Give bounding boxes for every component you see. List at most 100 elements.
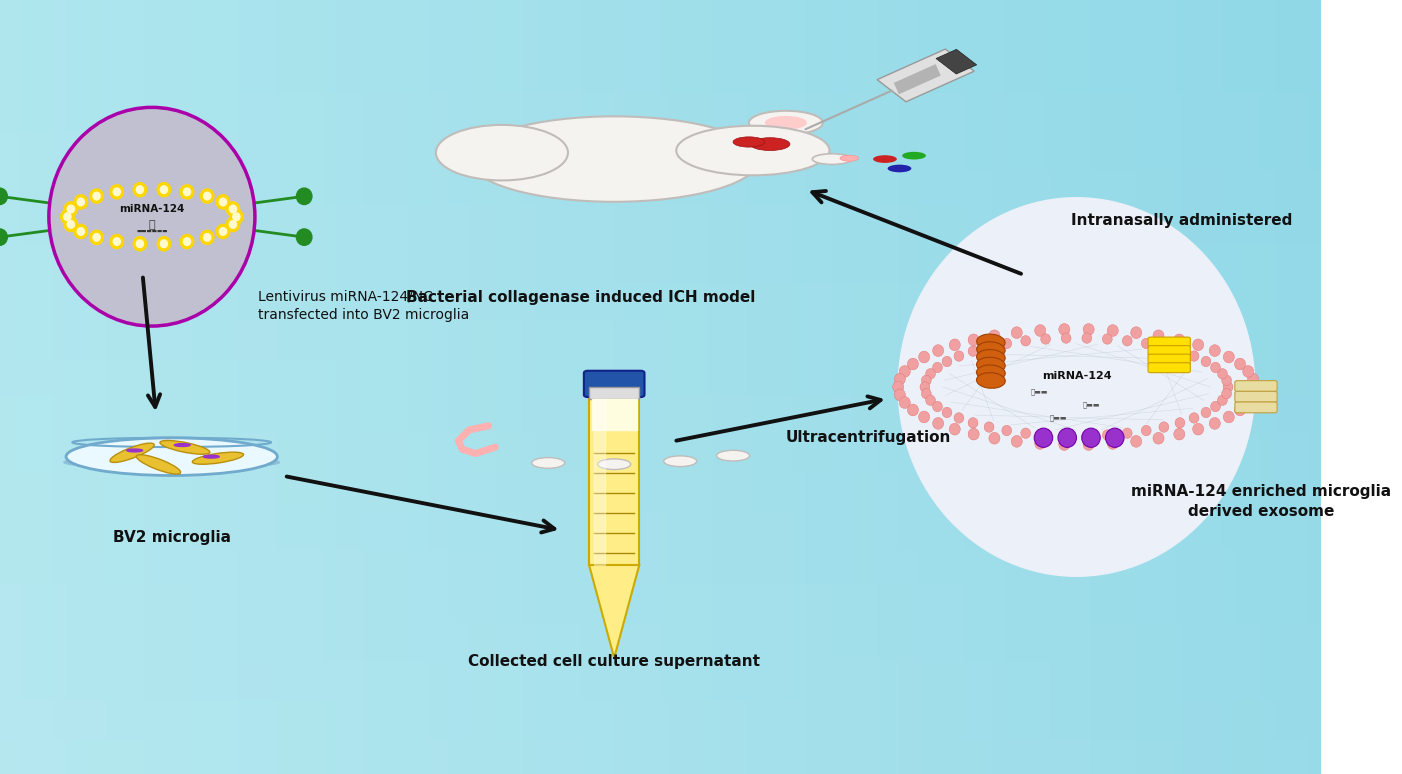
Bar bbox=[310, 0, 317, 774]
Text: BV2 microglia: BV2 microglia bbox=[112, 530, 231, 545]
Bar bbox=[0, 201, 1321, 205]
Bar bbox=[924, 0, 931, 774]
Bar bbox=[416, 0, 422, 774]
Bar bbox=[73, 0, 80, 774]
Ellipse shape bbox=[1235, 404, 1245, 416]
Ellipse shape bbox=[531, 457, 565, 468]
Ellipse shape bbox=[136, 454, 181, 474]
Ellipse shape bbox=[1141, 426, 1151, 436]
Bar bbox=[0, 248, 1321, 252]
Ellipse shape bbox=[840, 156, 858, 161]
Bar bbox=[456, 0, 463, 774]
Bar bbox=[0, 66, 1321, 70]
Ellipse shape bbox=[1173, 428, 1185, 440]
Bar bbox=[515, 0, 522, 774]
Ellipse shape bbox=[932, 362, 942, 372]
Polygon shape bbox=[937, 50, 977, 74]
Ellipse shape bbox=[1011, 327, 1022, 338]
Bar bbox=[0, 639, 1321, 642]
Ellipse shape bbox=[988, 433, 1000, 444]
Bar bbox=[653, 0, 660, 774]
Ellipse shape bbox=[136, 186, 143, 194]
Ellipse shape bbox=[1224, 411, 1234, 423]
Bar bbox=[0, 263, 1321, 267]
Bar bbox=[0, 766, 1321, 770]
Bar bbox=[0, 584, 1321, 588]
Ellipse shape bbox=[1040, 430, 1050, 440]
Bar bbox=[0, 101, 1321, 104]
Bar bbox=[0, 751, 1321, 755]
Bar bbox=[0, 283, 1321, 286]
Bar bbox=[0, 375, 1321, 379]
Bar bbox=[0, 290, 1321, 294]
Bar bbox=[1255, 0, 1262, 774]
Ellipse shape bbox=[1202, 407, 1211, 418]
Ellipse shape bbox=[133, 237, 147, 251]
Bar bbox=[787, 0, 792, 774]
Bar bbox=[852, 0, 858, 774]
Bar bbox=[0, 445, 1321, 449]
Ellipse shape bbox=[1108, 437, 1119, 450]
Ellipse shape bbox=[977, 365, 1005, 381]
Ellipse shape bbox=[64, 217, 77, 231]
Ellipse shape bbox=[1202, 356, 1211, 367]
Bar bbox=[278, 0, 285, 774]
Bar bbox=[1262, 0, 1267, 774]
Bar bbox=[0, 712, 1321, 716]
Ellipse shape bbox=[0, 188, 7, 204]
Ellipse shape bbox=[1235, 358, 1245, 370]
Bar bbox=[0, 546, 1321, 550]
Ellipse shape bbox=[1175, 346, 1185, 356]
Ellipse shape bbox=[969, 334, 979, 346]
Bar bbox=[0, 704, 1321, 708]
Ellipse shape bbox=[1021, 336, 1030, 346]
Bar bbox=[838, 0, 845, 774]
Ellipse shape bbox=[1084, 324, 1094, 335]
Bar bbox=[1216, 0, 1221, 774]
Bar bbox=[899, 0, 904, 774]
Ellipse shape bbox=[984, 422, 994, 432]
Bar bbox=[1209, 0, 1216, 774]
Ellipse shape bbox=[49, 108, 255, 326]
Bar bbox=[0, 522, 1321, 526]
Ellipse shape bbox=[203, 234, 210, 241]
Ellipse shape bbox=[764, 116, 808, 129]
Ellipse shape bbox=[1141, 338, 1151, 348]
Bar bbox=[726, 0, 733, 774]
Bar bbox=[0, 553, 1321, 557]
Polygon shape bbox=[589, 399, 639, 565]
Bar bbox=[0, 488, 1321, 491]
Text: ⌒▬▬: ⌒▬▬ bbox=[1030, 388, 1047, 395]
Bar bbox=[0, 383, 1321, 387]
Bar bbox=[402, 0, 409, 774]
Bar bbox=[238, 0, 244, 774]
Bar bbox=[198, 0, 205, 774]
Bar bbox=[343, 0, 350, 774]
Bar bbox=[0, 670, 1321, 673]
Bar bbox=[0, 569, 1321, 573]
Bar bbox=[879, 0, 885, 774]
Bar bbox=[20, 0, 27, 774]
Bar bbox=[587, 0, 594, 774]
Ellipse shape bbox=[468, 116, 760, 202]
Bar bbox=[0, 700, 1321, 704]
Bar bbox=[536, 0, 541, 774]
Bar bbox=[0, 306, 1321, 310]
Bar bbox=[0, 23, 1321, 27]
Bar bbox=[0, 557, 1321, 561]
Text: Ultracentrifugation: Ultracentrifugation bbox=[787, 430, 952, 445]
Bar bbox=[746, 0, 753, 774]
Ellipse shape bbox=[174, 444, 191, 447]
Bar bbox=[714, 0, 719, 774]
Ellipse shape bbox=[925, 395, 935, 406]
Bar bbox=[0, 62, 1321, 66]
Ellipse shape bbox=[1102, 334, 1112, 344]
Bar bbox=[0, 422, 1321, 426]
Bar bbox=[0, 286, 1321, 290]
Bar bbox=[858, 0, 865, 774]
Bar bbox=[0, 0, 1321, 4]
Bar bbox=[0, 515, 1321, 519]
Bar bbox=[0, 19, 1321, 23]
Bar bbox=[0, 464, 1321, 468]
Bar bbox=[0, 341, 1321, 344]
